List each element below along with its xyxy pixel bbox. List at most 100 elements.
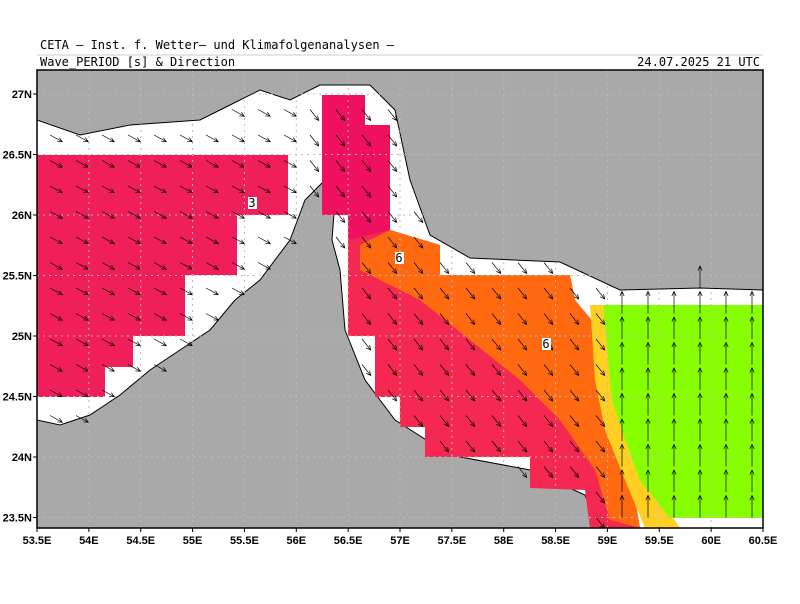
arrow [595, 415, 606, 428]
arrow [723, 392, 729, 416]
arrow [205, 236, 220, 245]
arrow [361, 211, 372, 224]
arrow [231, 109, 246, 117]
arrow [387, 364, 398, 377]
arrow [749, 316, 755, 339]
arrow [595, 517, 605, 528]
arrow [101, 236, 116, 245]
arrow [179, 287, 194, 296]
arrow [387, 313, 398, 326]
arrow [569, 389, 580, 402]
arrow [309, 185, 320, 198]
arrow [361, 287, 372, 300]
y-tick-label: 24.5N [3, 392, 32, 404]
arrow [49, 313, 64, 321]
period-field [360, 230, 640, 528]
arrow [413, 415, 424, 428]
arrow [723, 443, 729, 467]
arrow [517, 415, 528, 428]
arrow [153, 236, 168, 245]
arrow [569, 364, 580, 377]
arrow [179, 236, 194, 245]
header-date: 24.07.2025 21 UTC [637, 55, 760, 69]
y-tick-label: 25N [12, 331, 32, 343]
arrow [101, 160, 116, 168]
arrow [645, 392, 651, 416]
arrow [49, 389, 64, 398]
arrow [491, 389, 502, 402]
arrow [413, 389, 424, 402]
arrow [645, 418, 651, 441]
arrow [49, 262, 64, 270]
arrow [697, 341, 703, 365]
arrow [231, 287, 246, 296]
arrow [749, 469, 755, 492]
x-tick-label: 56.5E [334, 535, 363, 547]
arrow [257, 109, 272, 117]
arrow [49, 185, 64, 194]
arrow [491, 262, 502, 275]
arrow [153, 287, 168, 296]
arrow [517, 440, 528, 453]
arrow [153, 364, 168, 372]
arrow [749, 443, 755, 467]
arrow [491, 364, 502, 377]
arrow [257, 236, 272, 245]
arrow [309, 134, 320, 147]
arrow [645, 494, 651, 518]
arrow [231, 160, 246, 168]
arrow [101, 185, 116, 194]
arrow [283, 185, 298, 194]
arrow [231, 262, 246, 270]
arrow [671, 494, 677, 518]
arrow [697, 494, 703, 518]
arrow [127, 364, 142, 372]
arrow [101, 262, 116, 270]
arrow [671, 316, 677, 339]
arrow [645, 341, 651, 365]
contour-label-bg [248, 197, 257, 209]
arrow [75, 313, 90, 321]
arrow [543, 313, 554, 326]
arrow [619, 367, 625, 390]
arrow [335, 236, 346, 249]
arrow [101, 389, 116, 398]
arrow [491, 313, 502, 326]
arrow [335, 109, 346, 122]
arrow [723, 469, 729, 492]
arrow [723, 418, 729, 441]
arrow [749, 367, 755, 390]
arrow [257, 160, 272, 168]
arrow [101, 338, 116, 347]
arrow [697, 316, 703, 339]
arrow [49, 160, 64, 168]
arrow [49, 364, 64, 372]
arrow [257, 185, 272, 194]
arrow [543, 364, 554, 377]
arrow [465, 415, 476, 428]
arrow [257, 211, 272, 219]
x-tick-label: 56E [286, 535, 306, 547]
arrow [517, 313, 528, 326]
arrow [49, 338, 64, 347]
arrow [517, 364, 528, 377]
arrow [179, 160, 194, 168]
arrow [595, 364, 606, 377]
arrow [595, 338, 606, 351]
arrow [439, 313, 450, 326]
x-tick-label: 54E [79, 535, 99, 547]
arrow [749, 494, 755, 518]
arrow [387, 389, 398, 402]
arrow [517, 389, 528, 402]
arrow [569, 287, 580, 300]
x-tick-label: 54.5E [126, 535, 155, 547]
arrow [387, 185, 398, 198]
arrow [283, 160, 298, 168]
arrow [257, 262, 272, 270]
arrow [387, 338, 398, 351]
arrow [439, 262, 450, 275]
arrow [75, 338, 90, 347]
arrow [413, 287, 424, 300]
arrow [179, 262, 194, 270]
x-tick-label: 60E [701, 535, 721, 547]
